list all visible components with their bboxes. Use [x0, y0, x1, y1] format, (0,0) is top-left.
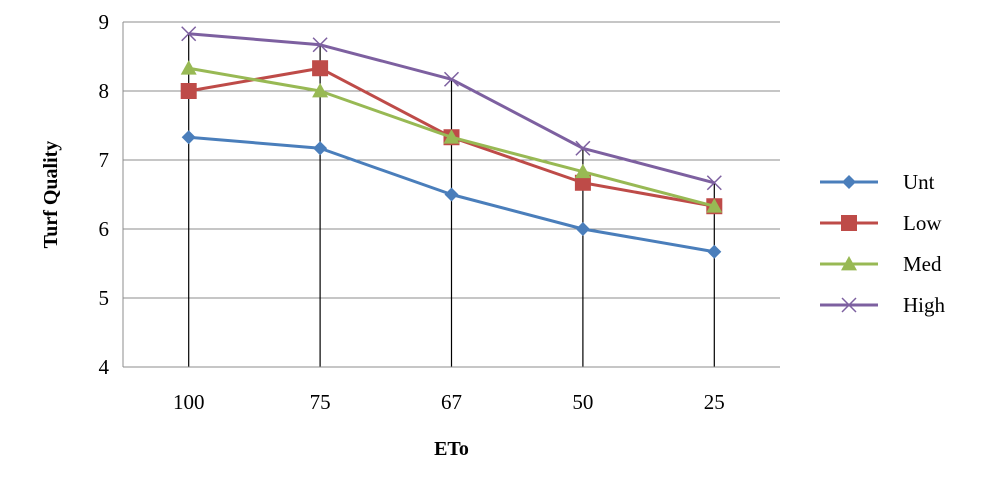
y-axis-label: Turf Quality: [40, 141, 62, 249]
data-point-low: [574, 174, 591, 191]
data-point-unt: [313, 141, 328, 156]
data-point-high: [181, 26, 197, 42]
data-point-med: [443, 129, 460, 144]
data-point-unt: [707, 244, 722, 259]
legend-marker: [841, 215, 857, 231]
data-point-med: [706, 198, 723, 213]
legend-marker: [841, 256, 857, 271]
legend: Unt Low Med High: [820, 170, 946, 317]
x-tick-labels: 100 75 67 50 25: [173, 390, 725, 414]
x-tick-label: 67: [441, 390, 462, 414]
x-tick-label: 75: [310, 390, 331, 414]
marker-stroke: [181, 26, 197, 42]
series-med: [180, 60, 723, 213]
legend-item-med: Med: [820, 252, 942, 276]
marker-stroke: [841, 297, 857, 313]
data-point-high: [575, 140, 591, 156]
legend-label: Unt: [903, 170, 935, 194]
legend-label: Med: [903, 252, 942, 276]
data-point-low: [312, 60, 329, 77]
data-point-unt: [181, 130, 196, 145]
y-tick-label: 7: [99, 148, 110, 172]
series-unt: [181, 130, 722, 259]
data-point-high: [312, 37, 328, 53]
series-high: [181, 26, 722, 191]
y-tick-label: 6: [99, 217, 110, 241]
series-group: [180, 26, 723, 259]
data-point-high: [443, 71, 460, 87]
y-tick-label: 5: [99, 286, 110, 310]
marker-stroke: [312, 37, 328, 53]
data-point-unt: [575, 222, 590, 236]
marker-stroke: [575, 140, 591, 156]
y-tick-label: 9: [99, 10, 110, 34]
data-point-med: [312, 83, 329, 98]
y-tick-label: 4: [99, 355, 110, 379]
legend-label: Low: [903, 211, 942, 235]
data-point-low: [180, 83, 197, 99]
y-tick-label: 8: [99, 79, 110, 103]
x-tick-label: 100: [173, 390, 205, 414]
legend-item-unt: Unt: [820, 170, 935, 194]
legend-label: High: [903, 293, 946, 317]
legend-marker: [842, 175, 856, 189]
data-point-high: [706, 175, 722, 191]
x-tick-label: 50: [572, 390, 593, 414]
x-tick-label: 25: [704, 390, 725, 414]
legend-item-low: Low: [820, 211, 942, 235]
legend-marker: [841, 297, 857, 313]
data-point-unt: [444, 187, 459, 202]
x-axis-label: ETo: [434, 438, 469, 460]
data-point-med: [574, 163, 591, 179]
data-point-med: [180, 60, 197, 75]
legend-item-high: High: [820, 293, 946, 317]
axes: [122, 22, 780, 368]
marker-stroke: [443, 71, 460, 87]
y-tick-labels: 4 5 6 7 8 9: [99, 10, 110, 379]
marker-stroke: [706, 175, 722, 191]
